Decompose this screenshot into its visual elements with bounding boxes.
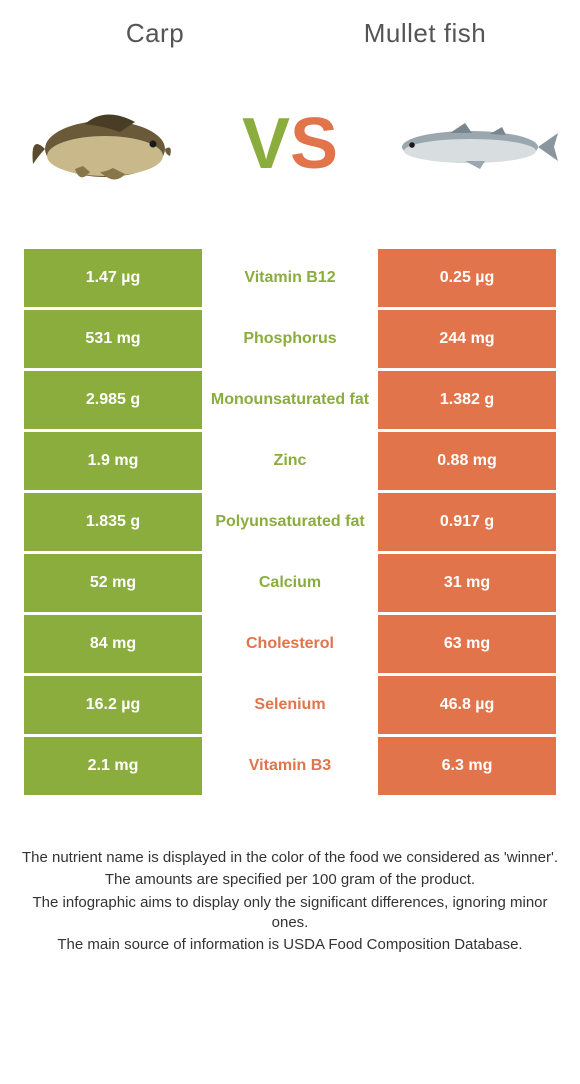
table-row: 1.47 µgVitamin B120.25 µg: [24, 249, 556, 307]
footnote-line: The infographic aims to display only the…: [20, 893, 560, 934]
nutrient-name: Cholesterol: [202, 615, 378, 673]
right-value: 0.25 µg: [378, 249, 556, 307]
footnote-line: The main source of information is USDA F…: [20, 935, 560, 955]
nutrient-name: Vitamin B3: [202, 737, 378, 795]
right-value: 6.3 mg: [378, 737, 556, 795]
carp-image: [20, 94, 200, 194]
vs-s: S: [290, 108, 338, 180]
footnote-line: The amounts are specified per 100 gram o…: [20, 870, 560, 890]
nutrient-name: Phosphorus: [202, 310, 378, 368]
table-row: 2.1 mgVitamin B36.3 mg: [24, 737, 556, 795]
left-value: 84 mg: [24, 615, 202, 673]
footnotes: The nutrient name is displayed in the co…: [0, 798, 580, 955]
vs-label: VS: [242, 108, 338, 180]
hero-section: VS: [0, 59, 580, 239]
table-row: 84 mgCholesterol63 mg: [24, 615, 556, 673]
nutrient-table: 1.47 µgVitamin B120.25 µg531 mgPhosphoru…: [24, 249, 556, 795]
nutrient-name: Monounsaturated fat: [202, 371, 378, 429]
mullet-image: [380, 109, 560, 179]
left-value: 2.985 g: [24, 371, 202, 429]
nutrient-name: Polyunsaturated fat: [202, 493, 378, 551]
right-value: 31 mg: [378, 554, 556, 612]
nutrient-name: Calcium: [202, 554, 378, 612]
left-value: 52 mg: [24, 554, 202, 612]
table-row: 1.835 gPolyunsaturated fat0.917 g: [24, 493, 556, 551]
table-row: 1.9 mgZinc0.88 mg: [24, 432, 556, 490]
left-value: 2.1 mg: [24, 737, 202, 795]
right-food-title: Mullet fish: [290, 18, 560, 49]
left-food-title: Carp: [20, 18, 290, 49]
left-value: 16.2 µg: [24, 676, 202, 734]
right-value: 46.8 µg: [378, 676, 556, 734]
left-value: 1.47 µg: [24, 249, 202, 307]
left-value: 531 mg: [24, 310, 202, 368]
nutrient-name: Selenium: [202, 676, 378, 734]
vs-v: V: [242, 108, 290, 180]
footnote-line: The nutrient name is displayed in the co…: [20, 848, 560, 868]
right-value: 1.382 g: [378, 371, 556, 429]
left-value: 1.835 g: [24, 493, 202, 551]
nutrient-name: Vitamin B12: [202, 249, 378, 307]
table-row: 52 mgCalcium31 mg: [24, 554, 556, 612]
right-value: 244 mg: [378, 310, 556, 368]
table-row: 531 mgPhosphorus244 mg: [24, 310, 556, 368]
table-row: 16.2 µgSelenium46.8 µg: [24, 676, 556, 734]
table-row: 2.985 gMonounsaturated fat1.382 g: [24, 371, 556, 429]
right-value: 63 mg: [378, 615, 556, 673]
right-value: 0.917 g: [378, 493, 556, 551]
right-value: 0.88 mg: [378, 432, 556, 490]
nutrient-name: Zinc: [202, 432, 378, 490]
left-value: 1.9 mg: [24, 432, 202, 490]
header: Carp Mullet fish: [0, 0, 580, 59]
